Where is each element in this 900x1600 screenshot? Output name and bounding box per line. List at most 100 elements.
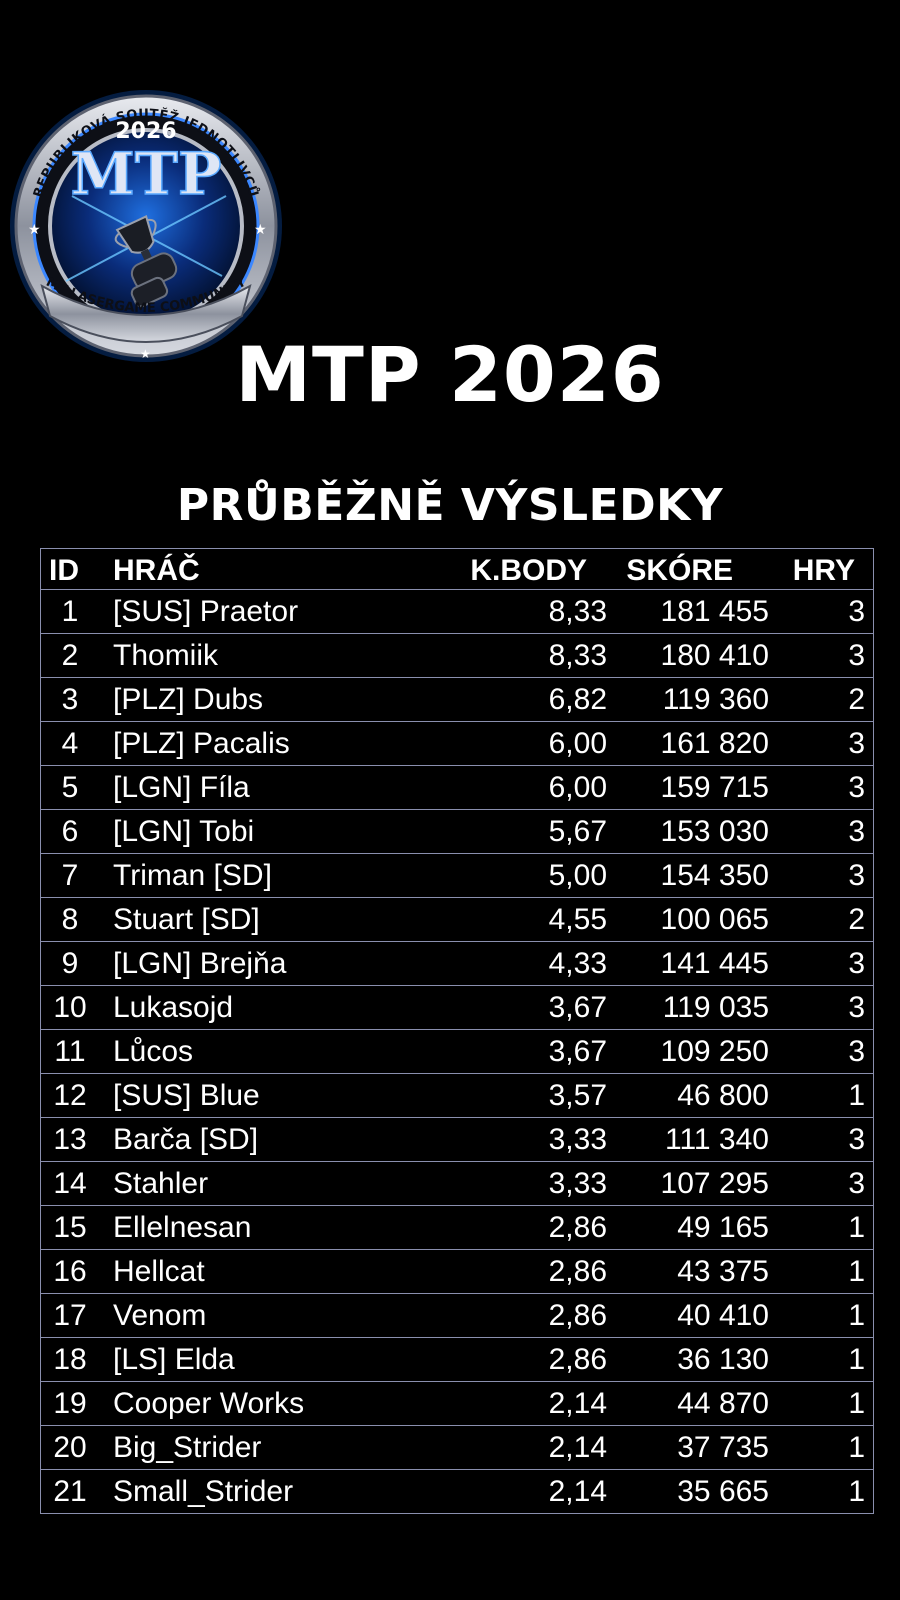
table-row: 17 Venom 2,86 40 410 1 [41, 1294, 873, 1338]
cell-points: 3,33 [548, 1123, 607, 1156]
cell-player: [LS] Elda [113, 1343, 235, 1376]
cell-score: 153 030 [660, 815, 769, 848]
cell-id: 11 [54, 1035, 86, 1068]
cell-id: 20 [53, 1431, 87, 1464]
cell-score: 159 715 [660, 771, 769, 804]
cell-id: 21 [53, 1475, 87, 1508]
cell-id: 3 [61, 683, 79, 716]
results-table: ID HRÁČ K.BODY SKÓRE HRY 1 [SUS] Praetor 8… [40, 548, 874, 1514]
cell-id: 15 [53, 1211, 87, 1244]
cell-id: 12 [53, 1079, 87, 1112]
table-row: 6 [LGN] Tobi 5,67 153 030 3 [41, 810, 873, 854]
cell-player: Lůcos [113, 1035, 194, 1068]
cell-points: 3,67 [548, 1035, 607, 1068]
cell-player: Cooper Works [113, 1387, 305, 1420]
cell-points: 6,82 [548, 683, 607, 716]
cell-games: 1 [848, 1343, 865, 1376]
cell-points: 4,33 [548, 947, 607, 980]
cell-games: 3 [848, 947, 865, 980]
badge-year: 2026 [115, 119, 176, 144]
cell-games: 3 [848, 1035, 865, 1068]
cell-points: 2,86 [548, 1343, 607, 1376]
table-row: 15 Ellelnesan 2,86 49 165 1 [41, 1206, 873, 1250]
star-icon: ★ [140, 347, 151, 361]
mtp-badge-logo: REPUBLIKOVÁ SOUTĚŽ JEDNOTLIVCŮ 2026 MTP … [10, 90, 282, 362]
cell-score: 141 445 [660, 947, 769, 980]
cell-points: 2,86 [548, 1299, 607, 1332]
cell-player: Venom [113, 1299, 207, 1332]
cell-points: 3,57 [548, 1079, 607, 1112]
page-subtitle: PRŮBĚŽNĚ VÝSLEDKY [176, 480, 724, 531]
cell-id: 17 [53, 1299, 87, 1332]
cell-points: 2,86 [548, 1255, 607, 1288]
cell-score: 107 295 [660, 1167, 769, 1200]
cell-points: 2,86 [548, 1211, 607, 1244]
table-row: 1 [SUS] Praetor 8,33 181 455 3 [41, 590, 873, 634]
cell-id: 7 [61, 859, 79, 892]
cell-player: [PLZ] Pacalis [113, 727, 290, 760]
cell-score: 109 250 [660, 1035, 769, 1068]
cell-player: Stuart [SD] [113, 903, 260, 936]
cell-player: Hellcat [113, 1255, 205, 1288]
column-header-score: SKÓRE [626, 554, 733, 587]
table-row: 7 Triman [SD] 5,00 154 350 3 [41, 854, 873, 898]
cell-id: 13 [53, 1123, 87, 1156]
table-row: 13 Barča [SD] 3,33 111 340 3 [41, 1118, 873, 1162]
column-header-id: ID [49, 554, 79, 587]
cell-player: Small_Strider [113, 1475, 294, 1508]
cell-score: 37 735 [677, 1431, 769, 1464]
cell-score: 100 065 [660, 903, 769, 936]
table-row: 16 Hellcat 2,86 43 375 1 [41, 1250, 873, 1294]
cell-id: 6 [61, 815, 79, 848]
cell-score: 154 350 [660, 859, 769, 892]
cell-games: 1 [848, 1079, 865, 1112]
cell-games: 2 [848, 683, 865, 716]
cell-player: Barča [SD] [113, 1123, 259, 1156]
cell-points: 3,33 [548, 1167, 607, 1200]
cell-games: 3 [848, 595, 865, 628]
table-row: 19 Cooper Works 2,14 44 870 1 [41, 1382, 873, 1426]
cell-games: 2 [848, 903, 865, 936]
cell-player: [LGN] Tobi [113, 815, 255, 848]
cell-games: 1 [848, 1211, 865, 1244]
table-row: 20 Big_Strider 2,14 37 735 1 [41, 1426, 873, 1470]
cell-score: 40 410 [677, 1299, 769, 1332]
cell-score: 119 035 [662, 991, 769, 1024]
cell-games: 1 [848, 1475, 865, 1508]
trophy-icon [114, 215, 178, 308]
table-row: 3 [PLZ] Dubs 6,82 119 360 2 [41, 678, 873, 722]
column-header-games: HRY [792, 554, 855, 587]
badge-logo-text: MTP [71, 140, 222, 208]
cell-score: 111 340 [665, 1123, 769, 1156]
cell-player: [SUS] Praetor [113, 595, 299, 628]
cell-id: 14 [53, 1167, 87, 1200]
cell-id: 10 [53, 991, 87, 1024]
cell-score: 43 375 [677, 1255, 769, 1288]
table-row: 14 Stahler 3,33 107 295 3 [41, 1162, 873, 1206]
cell-score: 36 130 [677, 1343, 769, 1376]
cell-score: 49 165 [677, 1211, 769, 1244]
cell-games: 3 [848, 991, 865, 1024]
cell-id: 18 [53, 1343, 87, 1376]
table-row: 2 Thomiik 8,33 180 410 3 [41, 634, 873, 678]
cell-id: 19 [53, 1387, 87, 1420]
cell-games: 1 [848, 1255, 865, 1288]
cell-score: 44 870 [677, 1387, 769, 1420]
cell-points: 2,14 [548, 1387, 607, 1420]
cell-points: 6,00 [548, 771, 607, 804]
cell-id: 2 [61, 639, 79, 672]
cell-games: 3 [848, 771, 865, 804]
cell-games: 3 [848, 1123, 865, 1156]
cell-player: Triman [SD] [113, 859, 272, 892]
cell-id: 5 [61, 771, 79, 804]
column-header-player: HRÁČ [113, 554, 200, 587]
cell-points: 3,67 [548, 991, 607, 1024]
table-row: 10 Lukasojd 3,67 119 035 3 [41, 986, 873, 1030]
cell-games: 3 [848, 727, 865, 760]
table-row: 8 Stuart [SD] 4,55 100 065 2 [41, 898, 873, 942]
cell-points: 2,14 [548, 1475, 607, 1508]
cell-score: 119 360 [662, 683, 769, 716]
cell-player: Big_Strider [113, 1431, 262, 1464]
table-header-row: ID HRÁČ K.BODY SKÓRE HRY [41, 549, 873, 590]
cell-player: [SUS] Blue [113, 1079, 260, 1112]
